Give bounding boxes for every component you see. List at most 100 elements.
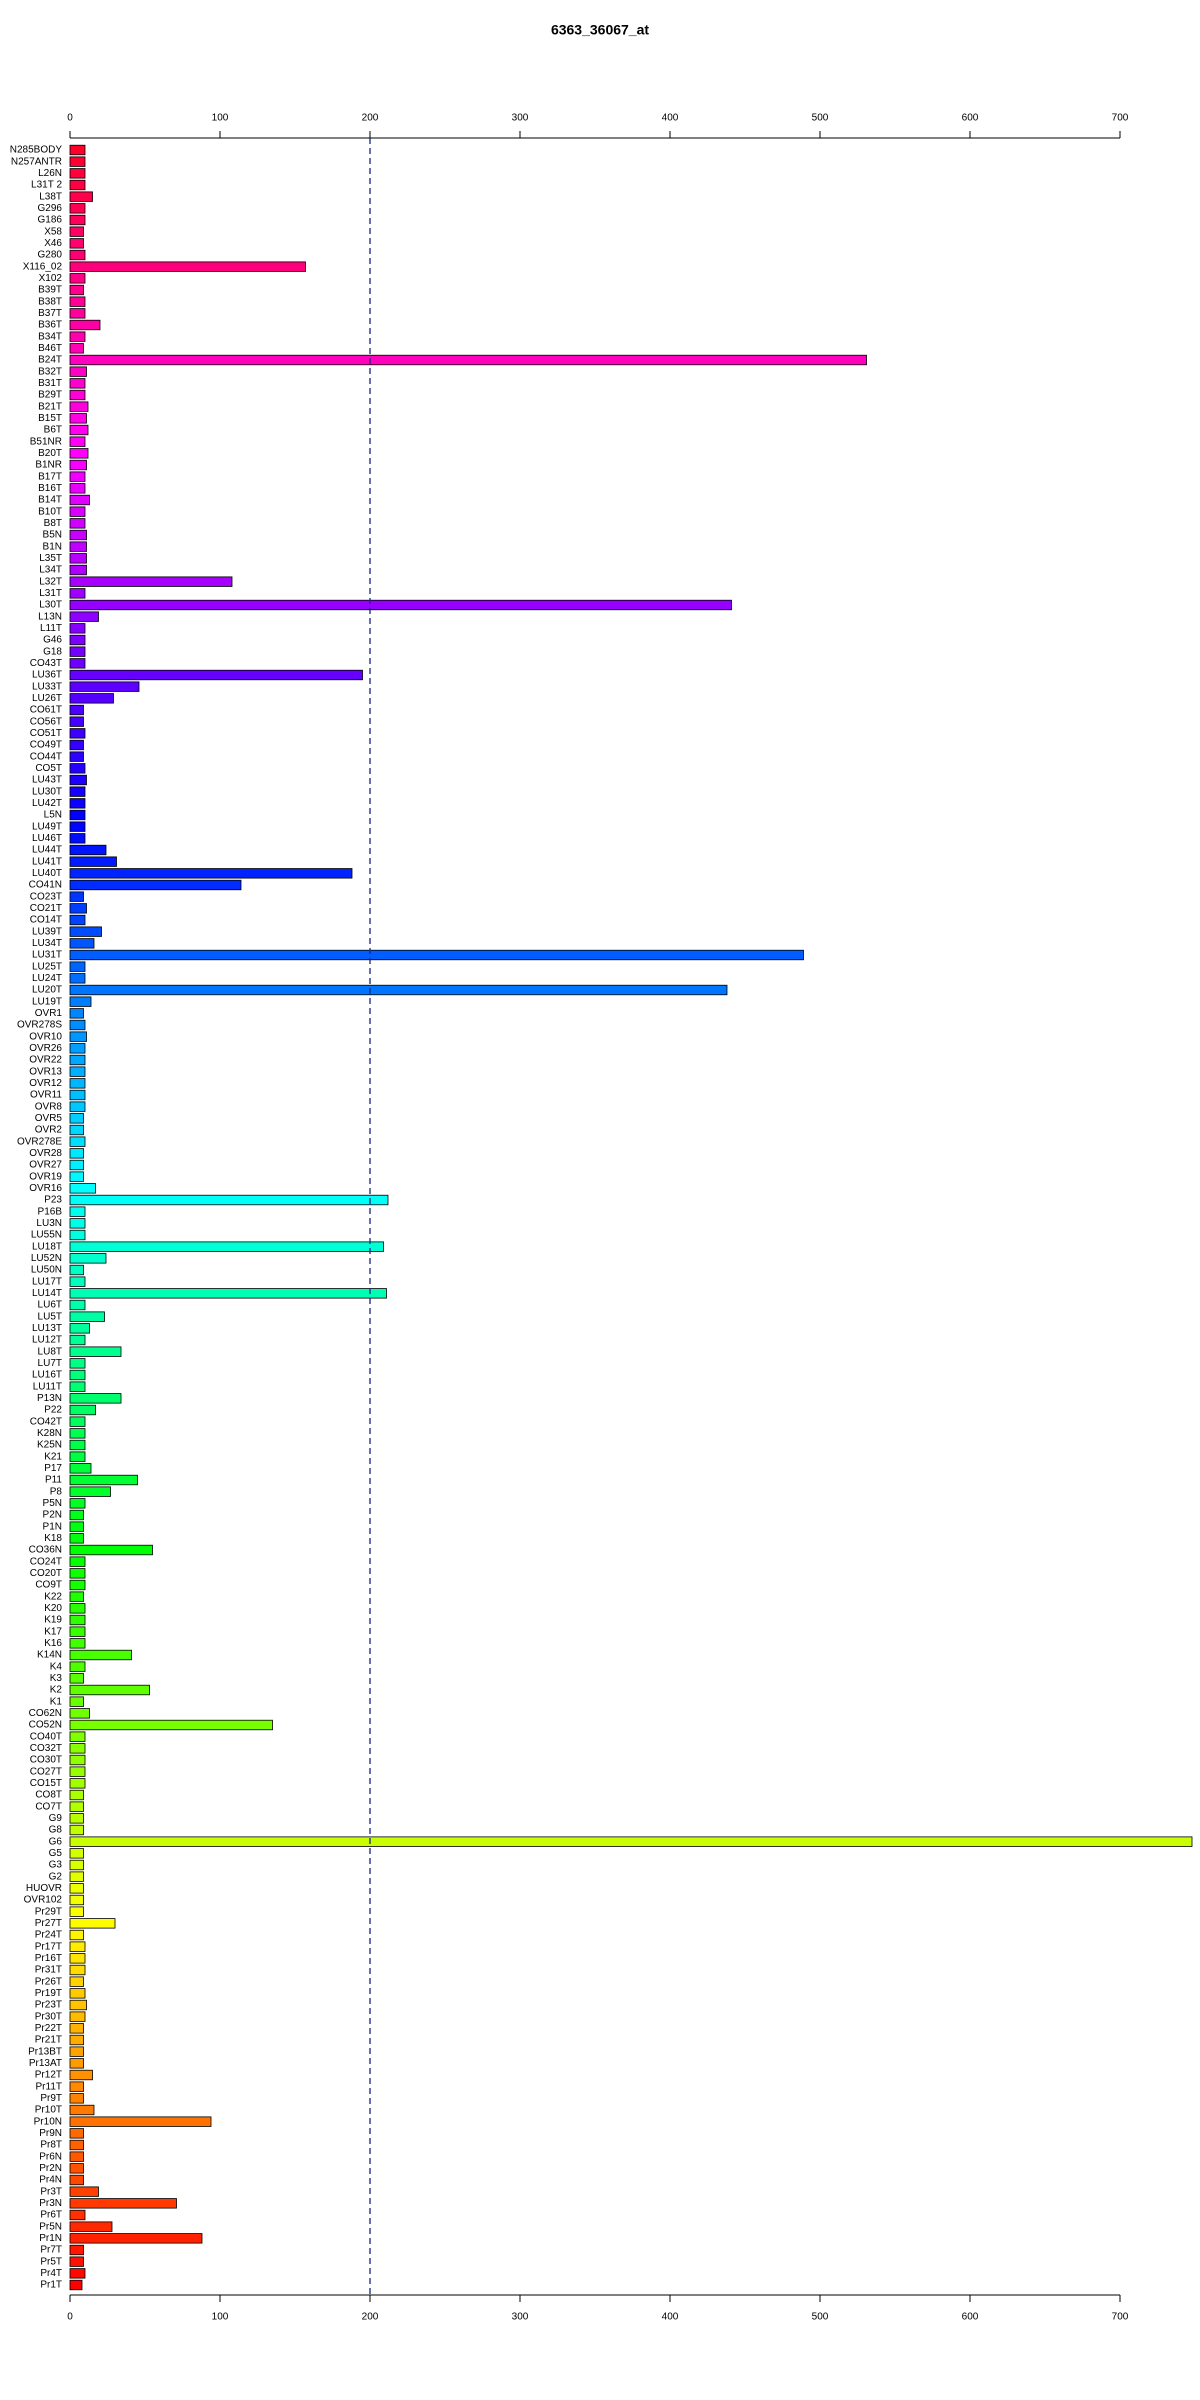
y-tick-label: Pr6T [40,2210,62,2221]
y-tick-label: Pr22T [35,2023,62,2034]
y-tick-label: OVR27 [29,1160,62,1171]
y-tick-label: CO20T [30,1568,62,1579]
y-tick-label: LU30T [32,786,62,797]
bar [69,1311,105,1322]
bar [69,2011,86,2022]
bar [69,611,99,622]
bar [69,1976,84,1987]
x-tick-label: 500 [812,2312,829,2323]
bar [69,868,353,879]
y-tick-label: LU25T [32,961,62,972]
y-tick-label: LU3N [36,1218,62,1229]
y-tick-label: L13N [38,611,62,622]
bar [69,1556,86,1567]
bar [69,693,114,704]
y-tick-label: Pr8T [40,2140,62,2151]
y-tick-label: P17 [44,1463,62,1474]
bar [69,1871,84,1882]
y-tick-label: Pr10T [35,2105,62,2116]
y-tick-label: B32T [38,366,62,377]
bar [69,1148,84,1159]
y-tick-label: LU5T [38,1311,62,1322]
y-tick-label: B37T [38,308,62,319]
y-tick-label: G46 [43,635,62,646]
y-tick-label: OVR5 [35,1113,63,1124]
bar [69,1953,86,1964]
y-tick-label: CO7T [35,1801,62,1812]
y-tick-label: Pr24T [35,1930,62,1941]
bar [69,413,87,424]
bar [69,2104,95,2116]
bar [69,1906,84,1917]
y-tick-label: P16B [38,1206,63,1217]
y-tick-label: OVR16 [29,1183,62,1194]
bar [69,961,86,972]
y-tick-label: CO21T [30,903,62,914]
y-tick-label: OVR19 [29,1171,62,1182]
y-tick-label: CO32T [30,1743,62,1754]
bar [69,2256,84,2267]
y-tick-label: B1N [43,541,62,552]
bar [69,1498,86,1509]
bar [69,366,87,377]
bar [69,728,86,739]
y-tick-label: OVR2 [35,1125,63,1136]
y-tick-label: Pr1T [40,2280,62,2291]
y-tick-label: CO40T [30,1731,62,1742]
y-tick-label: LU40T [32,868,62,879]
y-tick-label: L38T [39,191,62,202]
bar [69,1813,84,1824]
y-tick-label: B8T [44,518,62,529]
x-tick-label: 400 [662,113,679,124]
y-tick-label: X102 [39,273,63,284]
y-tick-label: LU13T [32,1323,62,1334]
y-tick-label: L30T [39,600,62,611]
bar [69,821,86,832]
y-tick-label: P22 [44,1405,62,1416]
bar [69,319,101,331]
y-tick-label: OVR8 [35,1101,63,1112]
y-tick-label: G5 [49,1848,63,1859]
y-tick-label: Pr4T [40,2268,62,2279]
bar [69,1416,86,1427]
y-tick-label: OVR10 [29,1031,62,1042]
bar [69,156,86,167]
y-tick-label: Pr7T [40,2245,62,2256]
bar [69,564,87,576]
y-tick-label: B34T [38,331,62,342]
y-tick-label: L34T [39,565,62,576]
bar [69,343,84,354]
y-tick-label: L11T [40,623,62,634]
bar [69,1708,90,1719]
bar [69,716,84,727]
y-tick-label: LU24T [32,973,62,984]
x-tick-label: 0 [67,113,73,124]
y-tick-label: CO49T [30,740,62,751]
y-tick-label: N257ANTR [11,156,62,167]
bar [69,1428,86,1439]
y-tick-label: B51NR [30,436,62,447]
bar [69,681,140,692]
y-tick-label: LU55N [31,1230,62,1241]
bar [69,424,89,436]
bar [69,249,86,261]
y-tick-label: K3 [50,1673,63,1684]
y-tick-label: B15T [38,413,62,424]
bar [69,144,86,156]
bar [69,1778,86,1789]
y-tick-label: B6T [44,425,62,436]
y-tick-label: CO51T [30,728,62,739]
y-tick-label: K21 [44,1451,62,1462]
y-tick-label: OVR102 [24,1895,63,1906]
bar [69,2163,84,2174]
bar [69,2244,84,2256]
x-tick-label: 600 [962,113,979,124]
y-tick-label: Pr2N [39,2163,62,2174]
bar [69,1194,389,1206]
bar [69,973,86,984]
bar [69,238,84,249]
bar [69,809,86,821]
bar [69,483,86,494]
bar [69,459,87,471]
bar [69,1183,96,1194]
